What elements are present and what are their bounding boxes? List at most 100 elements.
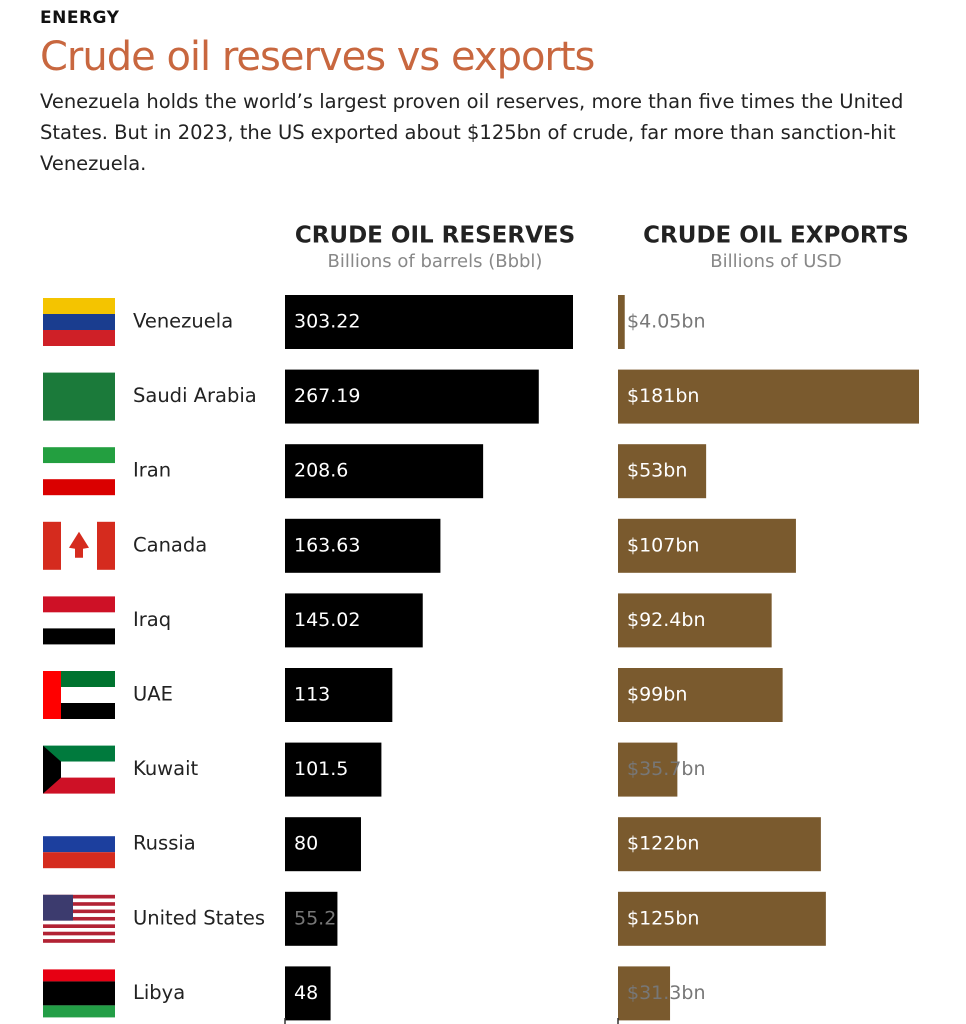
value-label: $125bn xyxy=(627,907,699,929)
value-label: 145.02 xyxy=(294,609,360,631)
value-label: 55.2 xyxy=(294,907,336,929)
value-label: $181bn xyxy=(627,385,699,407)
flag-emblem xyxy=(69,531,89,558)
value-label: $92.4bn xyxy=(627,609,706,631)
flag-stripe xyxy=(43,596,115,613)
flag-stripe xyxy=(43,745,115,762)
value-label: $107bn xyxy=(627,534,699,556)
value-label: $99bn xyxy=(627,684,687,706)
category-label: Iran xyxy=(133,459,171,482)
flag-stripe xyxy=(43,628,115,645)
flag xyxy=(43,596,115,645)
flag-stripe xyxy=(43,898,115,903)
flag-stripe xyxy=(61,687,115,703)
header: ENERGY Crude oil reserves vs exports Ven… xyxy=(40,8,920,179)
bar xyxy=(285,742,382,797)
flag xyxy=(43,521,115,570)
bar xyxy=(285,817,361,872)
flag xyxy=(43,745,115,794)
flag-stripe xyxy=(43,981,115,1006)
kicker: ENERGY xyxy=(40,8,120,28)
category-label: Iraq xyxy=(133,608,171,631)
bar xyxy=(285,444,484,499)
bar xyxy=(618,518,796,573)
series-unit: Billions of barrels (Bbbl) xyxy=(328,251,543,272)
value-label: 267.19 xyxy=(294,385,360,407)
flag-stripe xyxy=(43,820,115,837)
value-label: $122bn xyxy=(627,833,699,855)
flag-canton xyxy=(43,894,73,921)
flag xyxy=(43,298,115,346)
flag-stripe xyxy=(43,745,61,794)
value-label: $53bn xyxy=(627,460,687,482)
bar xyxy=(618,295,625,349)
flag-stripe xyxy=(43,612,115,629)
flag-stripe xyxy=(61,671,115,687)
flag-stripe xyxy=(43,916,115,921)
bar xyxy=(618,444,707,499)
flag-stripe xyxy=(43,521,61,570)
category-label: Venezuela xyxy=(133,310,233,333)
category-label: Libya xyxy=(133,981,185,1004)
category-label: Russia xyxy=(133,832,196,855)
flag-stripe xyxy=(43,777,115,794)
flag-stripe xyxy=(43,969,115,982)
flag-stripe xyxy=(97,521,115,570)
flag-stripe xyxy=(43,479,115,496)
flag-stripe xyxy=(43,909,115,914)
bar xyxy=(285,891,338,946)
flag xyxy=(43,894,115,943)
value-label: 80 xyxy=(294,833,318,855)
flag-stripe xyxy=(43,447,115,464)
flag-stripe xyxy=(43,1005,115,1018)
bar xyxy=(618,817,821,872)
bar xyxy=(618,668,783,722)
flag-stripe xyxy=(43,836,115,853)
value-label: $35.7bn xyxy=(627,758,706,780)
flag-stripe xyxy=(43,935,115,940)
value-label: $31.3bn xyxy=(627,982,706,1004)
bar xyxy=(285,369,539,424)
flag xyxy=(43,447,115,496)
bar xyxy=(285,518,441,573)
flag-stripe xyxy=(43,913,115,917)
flag-stripe xyxy=(43,928,115,932)
series-name: CRUDE OIL RESERVES xyxy=(295,223,575,249)
flag-stripe xyxy=(43,298,115,314)
bar xyxy=(285,668,393,722)
value-label: 303.22 xyxy=(294,311,360,333)
value-label: 208.6 xyxy=(294,460,348,482)
category-label: Canada xyxy=(133,533,207,556)
value-label: 48 xyxy=(294,982,318,1004)
series-name: CRUDE OIL EXPORTS xyxy=(643,223,909,249)
flag-stripe xyxy=(43,894,115,899)
flag-stripe xyxy=(61,703,115,719)
flag xyxy=(43,671,115,719)
flag-stripe xyxy=(43,939,115,943)
subtitle: Venezuela holds the world’s largest prov… xyxy=(40,90,904,175)
flag-stripe xyxy=(43,931,115,936)
bar xyxy=(285,295,573,349)
category-label: Saudi Arabia xyxy=(133,384,257,407)
bar xyxy=(618,966,671,1021)
flag-stripe xyxy=(43,852,115,869)
bar xyxy=(285,593,423,648)
bar xyxy=(618,369,919,424)
flag xyxy=(43,372,115,421)
series-unit: Billions of USD xyxy=(710,251,841,272)
flag-stripe xyxy=(43,924,115,929)
bar xyxy=(618,891,826,946)
bar xyxy=(618,593,772,648)
title: Crude oil reserves vs exports xyxy=(40,34,595,80)
value-label: 163.63 xyxy=(294,534,360,556)
flag-stripe xyxy=(43,372,115,421)
flag-stripe xyxy=(43,905,115,910)
flag-stripe xyxy=(43,671,61,719)
category-label: Kuwait xyxy=(133,757,198,780)
value-label: 113 xyxy=(294,684,330,706)
flag-stripe xyxy=(43,902,115,906)
flag-stripe xyxy=(43,920,115,925)
flag xyxy=(43,969,115,1018)
